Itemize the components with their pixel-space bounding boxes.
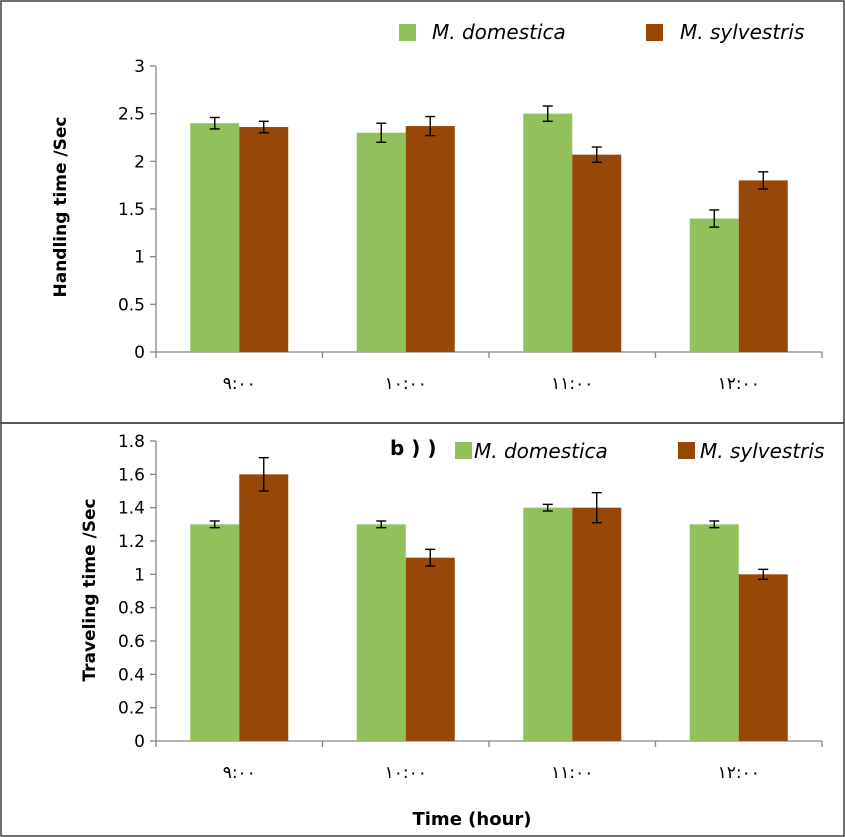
panel-a-ytick-label: 2 [134,152,145,172]
panel-b-bar-sylvestris [405,557,455,741]
panel-a-xtick-label: ١٢:٠٠ [718,374,760,394]
panel-b-legend-label-domestica: M. domestica [474,439,608,463]
panel-b-ylabel: Traveling time /Sec [80,498,100,681]
panel-b-ytick-label: 1.2 [118,532,145,552]
panel-a-legend-swatch-domestica [399,24,416,41]
panel-a-legend-label-domestica: M. domestica [432,20,566,44]
panel-b-xtick-label: ٩:٠٠ [223,763,256,783]
panel-a-ytick-label: 1 [134,248,145,268]
panel-b-xtick-label: ١١:٠٠ [551,763,593,783]
panel-b-ytick-label: 1.8 [118,432,145,452]
panel-b-ytick-label: 0.6 [118,632,145,652]
panel-b-label: b ) ) [390,436,437,460]
panel-b-ytick-label: 1.4 [118,499,145,519]
panel-b-ytick-label: 1 [134,565,145,585]
panel-a-bar-domestica [190,123,240,352]
panel-a-bar-sylvestris [572,154,622,352]
panel-b-frame [0,422,845,837]
panel-b-bar-domestica [523,507,573,741]
panel-b-bar-sylvestris [738,574,788,741]
panel-a-xtick-label: ١١:٠٠ [551,374,593,394]
panel-a-legend-label-sylvestris: M. sylvestris [680,20,804,44]
panel-b-xtick-label: ١٢:٠٠ [718,763,760,783]
panel-b-legend-swatch-sylvestris [678,442,695,459]
panel-b-ytick-label: 0 [134,732,145,752]
panel-b-ytick-label: 1.6 [118,465,145,485]
panel-a-bar-sylvestris [738,180,788,352]
panel-b-legend-swatch-domestica [455,442,472,459]
panel-b-ytick-label: 0.2 [118,699,145,719]
panel-b-bar-domestica [190,524,240,741]
panel-b-bar-domestica [356,524,406,741]
panel-a-bar-domestica [523,113,573,353]
panel-a-bar-domestica [689,218,739,352]
panel-a-ytick-label: 0 [134,343,145,363]
panel-a-bar-sylvestris [405,126,455,352]
panel-a-bar-domestica [356,132,406,352]
panel-b-bar-sylvestris [239,474,289,741]
panel-a-ytick-label: 1.5 [118,200,145,220]
panel-a-xtick-label: ١٠:٠٠ [385,374,427,394]
panel-b-ytick-label: 0.4 [118,665,145,685]
panel-b-xtick-label: ١٠:٠٠ [385,763,427,783]
panel-b-bar-domestica [689,524,739,741]
panel-a-ytick-label: 0.5 [118,295,145,315]
panel-a-bar-sylvestris [239,127,289,352]
panel-a-ytick-label: 2.5 [118,105,145,125]
panel-a-legend-swatch-sylvestris [646,24,663,41]
panel-a-xtick-label: ٩:٠٠ [223,374,256,394]
panel-b-xlabel: Time (hour) [412,809,531,830]
panel-b-plot: 0 0.2 0.4 0.6 0.8 1 1.2 1.4 1.6 1.8 ٩:٠٠ ١٠:٠٠ ١١:٠٠… [118,432,823,783]
panel-a-plot: 0 0.5 1 1.5 2 2.5 3 ٩:٠٠ ١٠:٠٠ ١١:٠٠ ١٢:٠٠ [118,57,823,394]
panel-b-bar-sylvestris [572,507,622,741]
panel-a-ylabel: Handling time /Sec [51,117,71,298]
panel-a-ytick-label: 3 [134,57,145,77]
panel-b-ytick-label: 0.8 [118,599,145,619]
panel-b-legend-label-sylvestris: M. sylvestris [700,439,824,463]
